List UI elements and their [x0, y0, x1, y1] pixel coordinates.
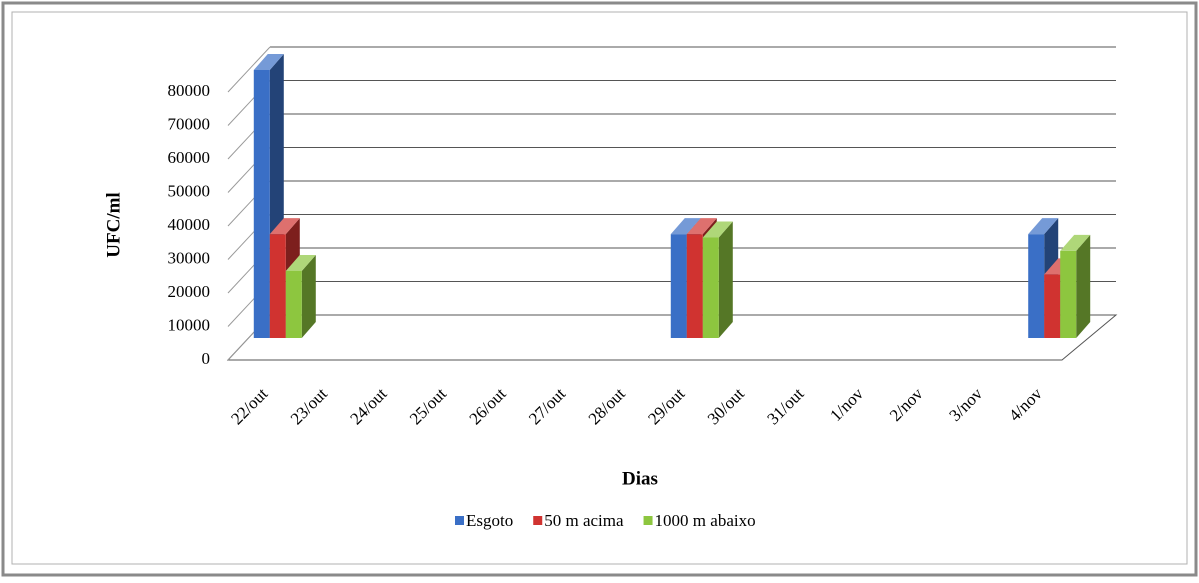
bar-top	[253, 54, 284, 70]
y-tick-label: 0	[202, 349, 211, 368]
y-tick-label: 20000	[168, 282, 211, 301]
y-tick-label: 50000	[168, 181, 211, 200]
y-tick-label: 30000	[168, 248, 211, 267]
bar-top	[702, 221, 733, 238]
bar	[686, 234, 703, 338]
bar-top	[1028, 218, 1059, 235]
grid-line-side	[227, 46, 271, 93]
inner-frame	[11, 11, 1188, 565]
y-tick-label: 60000	[168, 148, 211, 167]
bar-top	[285, 255, 316, 271]
y-tick-label: 70000	[168, 114, 211, 133]
bar	[285, 271, 302, 338]
bar-top	[670, 218, 701, 235]
bar	[670, 234, 687, 338]
legend-label: 50 m acima	[544, 511, 624, 530]
bar	[1044, 274, 1061, 338]
bar	[1028, 234, 1045, 338]
bar	[269, 234, 286, 338]
y-tick-label: 40000	[168, 215, 211, 234]
bar	[253, 70, 270, 338]
legend-swatch	[455, 516, 464, 525]
legend-swatch	[643, 516, 653, 525]
bar-side	[301, 255, 316, 338]
x-axis-title: Dias	[622, 468, 658, 489]
bar-top	[686, 218, 717, 235]
legend-swatch	[533, 516, 543, 525]
bar-top	[1060, 234, 1091, 251]
y-axis-title: UFC/ml	[103, 192, 124, 257]
bar-side	[1076, 234, 1091, 338]
y-tick-label: 80000	[168, 81, 211, 100]
legend-label: 1000 m abaixo	[655, 511, 756, 530]
bar	[1060, 250, 1077, 338]
legend-label: Esgoto	[466, 511, 513, 530]
bar-top	[269, 218, 300, 235]
y-tick-label: 10000	[168, 315, 211, 334]
bar	[702, 237, 719, 338]
bar-side	[718, 221, 733, 338]
